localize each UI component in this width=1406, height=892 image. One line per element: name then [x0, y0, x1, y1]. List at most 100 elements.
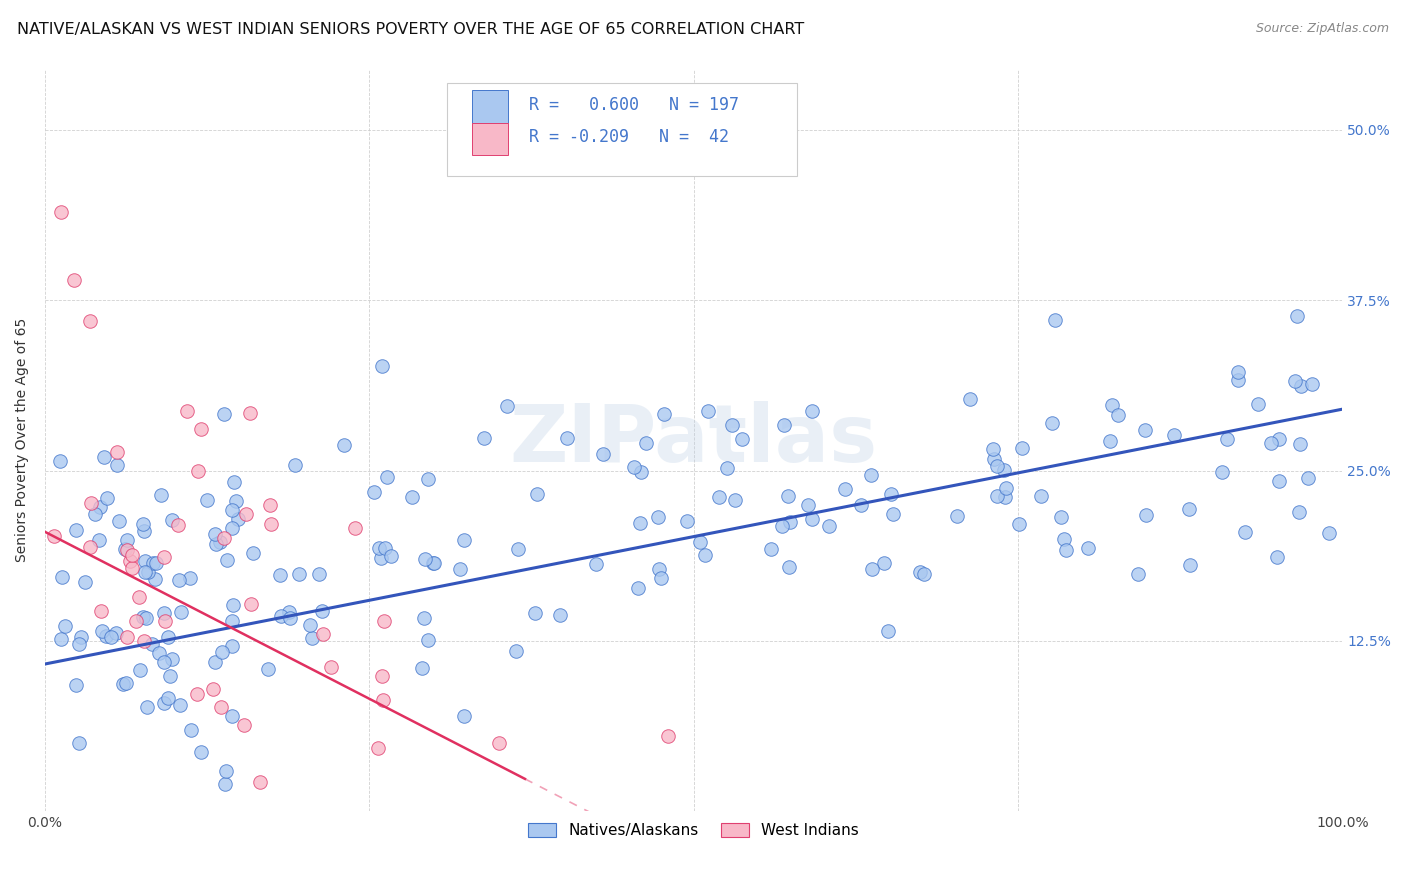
Point — [260, 517, 283, 532]
Point — [108, 514, 131, 528]
Point — [1289, 379, 1312, 393]
Point — [287, 566, 309, 581]
Point — [148, 646, 170, 660]
Point — [993, 463, 1015, 477]
Point — [648, 562, 671, 576]
Point — [368, 541, 391, 555]
Legend: Natives/Alaskans, West Indians: Natives/Alaskans, West Indians — [522, 817, 865, 845]
Point — [1077, 541, 1099, 555]
Point — [374, 541, 396, 556]
Point — [367, 741, 389, 756]
Point — [214, 407, 236, 421]
Point — [145, 556, 167, 570]
Point — [422, 556, 444, 570]
Point — [51, 570, 73, 584]
Point — [249, 775, 271, 789]
Point — [1011, 441, 1033, 455]
Point — [375, 469, 398, 483]
Point — [627, 581, 650, 595]
Point — [49, 632, 72, 646]
Point — [630, 465, 652, 479]
Point — [118, 554, 141, 568]
Point — [190, 745, 212, 759]
Point — [65, 678, 87, 692]
Point — [226, 512, 249, 526]
Point — [776, 490, 799, 504]
Point — [212, 531, 235, 545]
FancyBboxPatch shape — [472, 123, 508, 155]
Point — [873, 556, 896, 570]
Point — [125, 615, 148, 629]
Point — [153, 655, 176, 669]
Point — [418, 632, 440, 647]
Point — [114, 541, 136, 556]
Point — [647, 509, 669, 524]
Point — [1286, 309, 1309, 323]
Point — [959, 392, 981, 406]
Point — [1226, 365, 1249, 379]
Point — [1284, 374, 1306, 388]
Point — [79, 496, 101, 510]
Point — [371, 359, 394, 373]
Point — [91, 624, 114, 638]
Point — [981, 442, 1004, 456]
Point — [269, 567, 291, 582]
Point — [87, 533, 110, 547]
Point — [150, 488, 173, 502]
Point — [650, 571, 672, 585]
Point — [1301, 377, 1323, 392]
Point — [169, 605, 191, 619]
Point — [186, 687, 208, 701]
Point — [195, 492, 218, 507]
Point — [422, 556, 444, 570]
Point — [373, 615, 395, 629]
Point — [1247, 397, 1270, 411]
Point — [1211, 465, 1233, 479]
Point — [128, 591, 150, 605]
Point — [1008, 517, 1031, 532]
Point — [453, 708, 475, 723]
Text: NATIVE/ALASKAN VS WEST INDIAN SENIORS POVERTY OVER THE AGE OF 65 CORRELATION CHA: NATIVE/ALASKAN VS WEST INDIAN SENIORS PO… — [17, 22, 804, 37]
Point — [128, 664, 150, 678]
Point — [983, 452, 1005, 467]
Point — [636, 435, 658, 450]
Point — [801, 511, 824, 525]
Point — [652, 407, 675, 421]
Point — [67, 637, 90, 651]
Point — [770, 518, 793, 533]
Point — [1180, 558, 1202, 572]
Point — [1177, 501, 1199, 516]
Text: R =   0.600   N = 197: R = 0.600 N = 197 — [529, 95, 740, 114]
Point — [238, 406, 260, 420]
Point — [155, 615, 177, 629]
Point — [167, 518, 190, 533]
Point — [222, 475, 245, 489]
Point — [73, 575, 96, 590]
Text: Source: ZipAtlas.com: Source: ZipAtlas.com — [1256, 22, 1389, 36]
Point — [240, 597, 263, 611]
Point — [689, 535, 711, 549]
Point — [131, 517, 153, 532]
Point — [731, 432, 754, 446]
Point — [42, 529, 65, 543]
Point — [401, 490, 423, 504]
Point — [506, 541, 529, 556]
Point — [986, 458, 1008, 473]
Point — [204, 537, 226, 551]
Point — [270, 609, 292, 624]
Point — [1040, 416, 1063, 430]
Point — [908, 566, 931, 580]
Point — [1268, 474, 1291, 488]
Point — [716, 461, 738, 475]
Point — [724, 493, 747, 508]
Point — [312, 627, 335, 641]
Point — [79, 540, 101, 554]
Point — [221, 640, 243, 654]
Point — [259, 499, 281, 513]
Point — [217, 552, 239, 566]
Point — [115, 533, 138, 547]
Point — [311, 603, 333, 617]
Point — [96, 491, 118, 506]
Point — [1288, 505, 1310, 519]
Point — [105, 445, 128, 459]
